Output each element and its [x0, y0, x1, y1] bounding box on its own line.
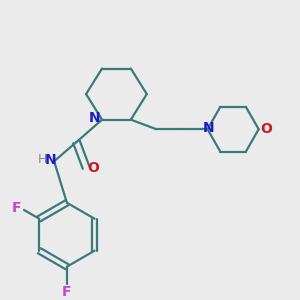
- Text: F: F: [11, 201, 21, 215]
- Text: N: N: [44, 153, 56, 166]
- Text: O: O: [87, 160, 99, 175]
- Text: H: H: [37, 153, 47, 166]
- Text: N: N: [203, 121, 214, 135]
- Text: F: F: [62, 285, 72, 299]
- Text: O: O: [260, 122, 272, 136]
- Text: N: N: [89, 111, 101, 125]
